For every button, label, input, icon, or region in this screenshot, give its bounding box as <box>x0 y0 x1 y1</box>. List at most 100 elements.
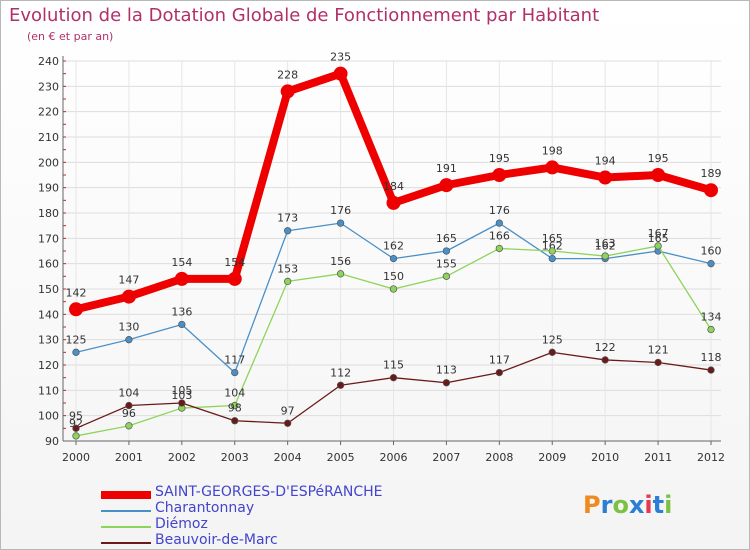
y-tick-label: 110 <box>38 384 59 397</box>
data-label: 115 <box>383 359 404 372</box>
y-tick-label: 240 <box>38 55 59 68</box>
data-point <box>495 244 503 253</box>
data-label: 160 <box>701 245 722 258</box>
data-point <box>69 302 83 317</box>
data-point <box>178 399 186 407</box>
data-point <box>280 84 295 99</box>
data-label: 130 <box>118 321 139 334</box>
data-point <box>548 348 556 356</box>
legend-label: Beauvoir-de-Marc <box>155 532 278 548</box>
x-tick-label: 2012 <box>697 451 725 464</box>
x-tick-label: 2007 <box>432 451 460 464</box>
y-tick-label: 210 <box>38 131 59 144</box>
data-label: 194 <box>595 155 616 168</box>
data-label: 153 <box>277 262 298 275</box>
chart-subtitle: (en € et par an) <box>27 30 114 43</box>
data-point <box>125 336 133 344</box>
data-label: 166 <box>489 229 510 242</box>
legend-swatch <box>101 526 151 528</box>
data-label: 150 <box>383 270 404 283</box>
y-tick-label: 190 <box>38 182 59 195</box>
data-label: 163 <box>595 237 616 250</box>
data-point <box>125 401 133 410</box>
data-point <box>336 219 345 227</box>
x-tick-label: 2011 <box>644 451 672 464</box>
data-label: 136 <box>171 305 192 318</box>
data-point <box>492 168 507 182</box>
proxiti-logo: Proxiti <box>583 491 672 519</box>
data-point <box>389 285 398 293</box>
data-point <box>601 252 609 260</box>
data-point <box>386 195 401 210</box>
y-tick-label: 130 <box>38 334 59 347</box>
data-label: 176 <box>330 204 351 217</box>
data-point <box>704 183 718 198</box>
data-point <box>707 260 715 268</box>
y-tick-label: 120 <box>38 359 59 372</box>
data-label: 104 <box>224 387 245 400</box>
data-label: 184 <box>383 180 404 193</box>
y-tick-label: 170 <box>38 232 59 245</box>
data-label: 113 <box>436 364 457 377</box>
data-point <box>442 379 451 387</box>
data-label: 134 <box>701 311 722 324</box>
data-label: 173 <box>277 212 298 225</box>
data-point <box>442 272 451 280</box>
data-label: 191 <box>436 162 457 175</box>
data-point <box>231 368 239 377</box>
legend-label: Diémoz <box>155 516 208 532</box>
data-point <box>72 348 80 356</box>
data-point <box>654 358 662 367</box>
data-point <box>651 168 666 182</box>
y-tick-label: 150 <box>38 283 59 296</box>
data-label: 98 <box>228 402 242 415</box>
x-tick-label: 2004 <box>274 451 302 464</box>
data-point <box>601 356 609 364</box>
logo-letter: r <box>600 491 613 519</box>
data-label: 103 <box>171 389 192 402</box>
data-label: 162 <box>542 240 563 253</box>
logo-letter: x <box>628 491 645 519</box>
data-point <box>333 66 348 81</box>
chart-title: Evolution de la Dotation Globale de Fonc… <box>9 5 600 26</box>
legend-label: Charantonnay <box>155 500 255 516</box>
x-tick-label: 2006 <box>380 451 408 464</box>
data-label: 96 <box>122 407 136 420</box>
y-tick-label: 230 <box>38 80 59 93</box>
data-label: 125 <box>66 333 87 346</box>
data-label: 235 <box>330 51 351 64</box>
x-tick-label: 2000 <box>62 451 90 464</box>
data-label: 167 <box>648 227 669 240</box>
x-tick-label: 2001 <box>115 451 143 464</box>
data-point <box>125 422 133 430</box>
data-label: 147 <box>118 274 139 287</box>
legend-swatch <box>101 491 151 499</box>
data-point <box>389 374 398 382</box>
data-point <box>284 419 292 427</box>
data-point <box>227 271 242 286</box>
data-point <box>707 366 715 374</box>
y-tick-label: 220 <box>38 106 59 119</box>
data-label: 104 <box>118 387 139 400</box>
y-tick-label: 180 <box>38 207 59 220</box>
data-label: 195 <box>648 152 669 165</box>
y-tick-label: 140 <box>38 308 59 321</box>
data-label: 95 <box>69 409 83 422</box>
y-tick-label: 100 <box>38 410 59 423</box>
data-label: 189 <box>701 167 722 180</box>
x-tick-label: 2003 <box>221 451 249 464</box>
data-point <box>548 247 556 255</box>
data-point <box>707 325 715 334</box>
data-label: 165 <box>436 232 457 245</box>
data-label: 125 <box>542 333 563 346</box>
x-tick-label: 2010 <box>591 451 619 464</box>
logo-letter: P <box>583 491 601 519</box>
y-tick-label: 160 <box>38 258 59 271</box>
data-point <box>389 254 398 263</box>
data-label: 112 <box>330 366 351 379</box>
data-label: 165 <box>542 232 563 245</box>
data-point <box>178 320 186 329</box>
x-tick-label: 2009 <box>538 451 566 464</box>
